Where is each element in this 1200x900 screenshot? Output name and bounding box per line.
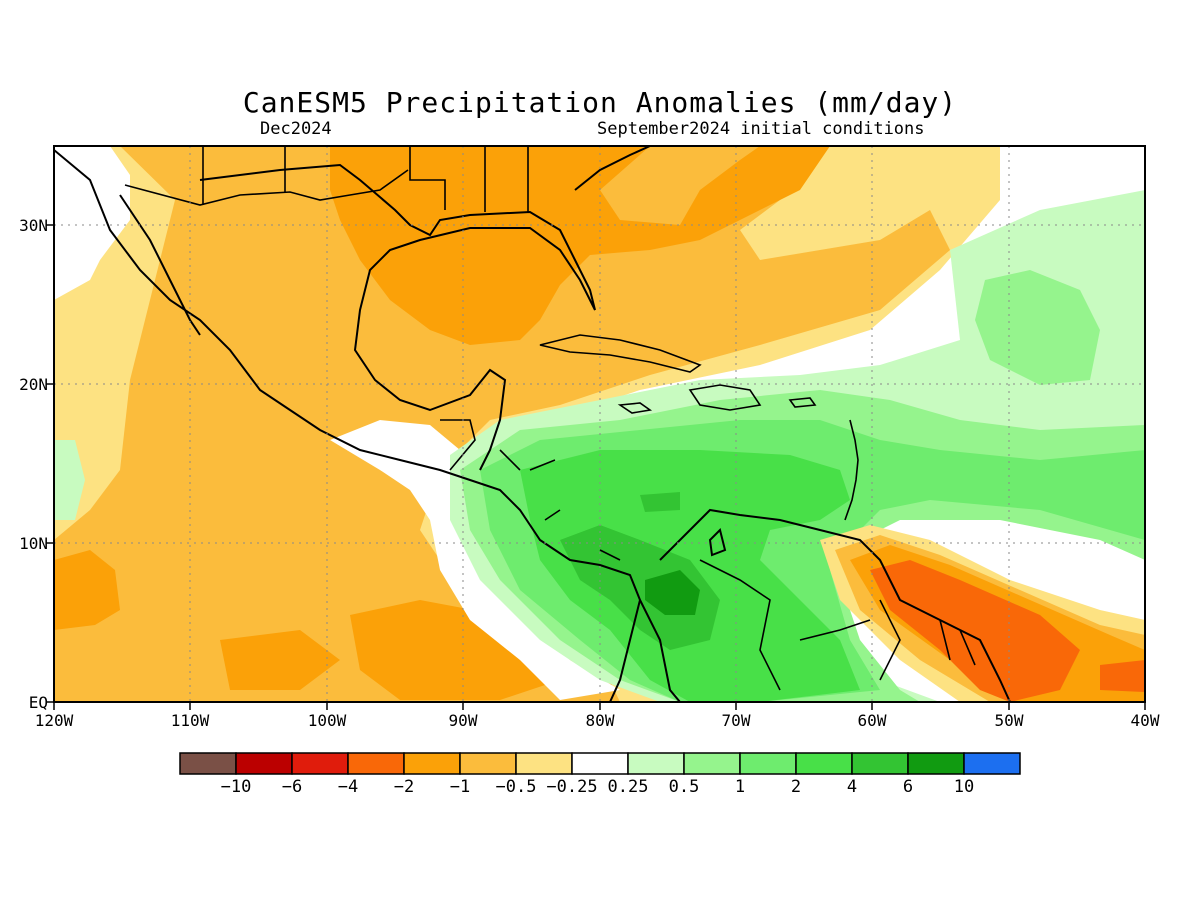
colorbar-swatch [683,752,741,775]
island-jamaica [617,402,653,414]
colorbar-label: −10 [220,777,252,797]
colorbar-swatch [907,752,965,775]
lon-label-120w: 120W [34,711,74,730]
wet-green-6b [640,492,680,512]
colorbar-swatch [291,752,349,775]
coast-south-america [659,508,1011,702]
lon-label-90w: 90W [448,711,478,730]
colorbar-swatch [179,752,237,775]
lon-label-70w: 70W [721,711,751,730]
colorbar [179,752,1021,775]
lat-label-20n: 20N [19,375,48,394]
coast-gulf [199,163,596,471]
colorbar-label: 6 [902,777,914,797]
colorbar-label: −4 [337,777,359,797]
neutral-north-pacific [54,146,130,320]
colorbar-swatch [627,752,685,775]
border-us-mexico [124,169,409,206]
lon-label-60w: 60W [857,711,887,730]
colorbar-swatch [851,752,909,775]
coast-mexico-pacific [54,149,642,702]
axis-ticks [46,224,1146,710]
colorbar-label: −6 [281,777,303,797]
colorbar-label: 10 [953,777,975,797]
lon-label-50w: 50W [994,711,1024,730]
coast-us-east [574,146,651,191]
colorbar-label: 0.25 [607,777,649,797]
colorbar-swatch [235,752,293,775]
colorbar-swatch [515,752,573,775]
colorbar-label: −0.25 [546,777,598,797]
chart-title: CanESM5 Precipitation Anomalies (mm/day) [242,86,958,119]
lat-label-30n: 30N [19,216,48,235]
wet-green-10 [645,570,700,615]
colorbar-swatch [403,752,461,775]
colorbar-swatch [459,752,517,775]
border-south-america [699,559,976,691]
neutral-north-pacific-2 [54,280,120,430]
dry-guiana-east [1100,660,1145,692]
lon-label-110w: 110W [170,711,210,730]
dry-guiana-core [870,560,1080,702]
colorbar-label: −2 [393,777,415,797]
colorbar-swatch [795,752,853,775]
wet-green-atl [975,270,1100,385]
lat-label-eq: EQ [28,693,48,712]
valid-month-label: Dec2024 [260,119,332,139]
coast-colombia-inland [639,599,681,702]
colorbar-swatch [963,752,1021,775]
dry-patch-gulf [330,146,830,345]
dry-patch-pacific-3 [220,630,340,690]
colorbar-swatch [739,752,797,775]
colorbar-label: 2 [790,777,802,797]
dry-band-medium [54,146,950,702]
anomaly-fields [54,146,1145,702]
colorbar-label: 0.5 [668,777,700,797]
initial-conditions-label: September2024 initial conditions [597,119,925,139]
colorbar-swatch [571,752,629,775]
wet-green-6 [560,525,720,650]
gridlines [54,146,1145,702]
lon-label-40w: 40W [1130,711,1160,730]
colorbar-label: 4 [846,777,858,797]
lon-label-100w: 100W [307,711,347,730]
islands-and-borders [124,146,976,691]
wet-pacific-patch [54,440,85,520]
coastlines [54,146,1011,702]
lat-label-10n: 10N [19,534,48,553]
colorbar-label: 1 [734,777,746,797]
border-us-states [202,146,529,212]
dry-patch-pacific [54,550,120,630]
border-central-america [440,419,621,561]
lesser-antilles [844,419,859,521]
colorbar-swatch [347,752,405,775]
island-hispaniola [688,384,762,411]
colorbar-label: −0.5 [495,777,537,797]
colorbar-label: −1 [449,777,471,797]
island-puerto-rico [788,397,817,408]
island-cuba [539,334,702,373]
lon-label-80w: 80W [585,711,615,730]
coast-lake-maracaibo [708,528,727,557]
